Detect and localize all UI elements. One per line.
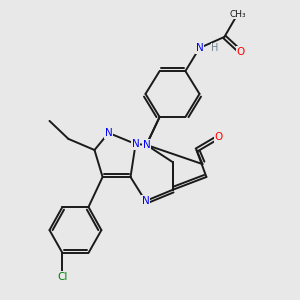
Text: H: H [211, 43, 218, 53]
Text: CH₃: CH₃ [229, 10, 246, 19]
Text: N: N [105, 128, 112, 138]
Text: O: O [214, 132, 223, 142]
Text: Cl: Cl [57, 272, 68, 282]
Text: N: N [196, 43, 203, 53]
Text: O: O [236, 47, 245, 57]
Text: N: N [142, 140, 150, 150]
Text: N: N [142, 196, 149, 206]
Text: N: N [132, 139, 140, 149]
